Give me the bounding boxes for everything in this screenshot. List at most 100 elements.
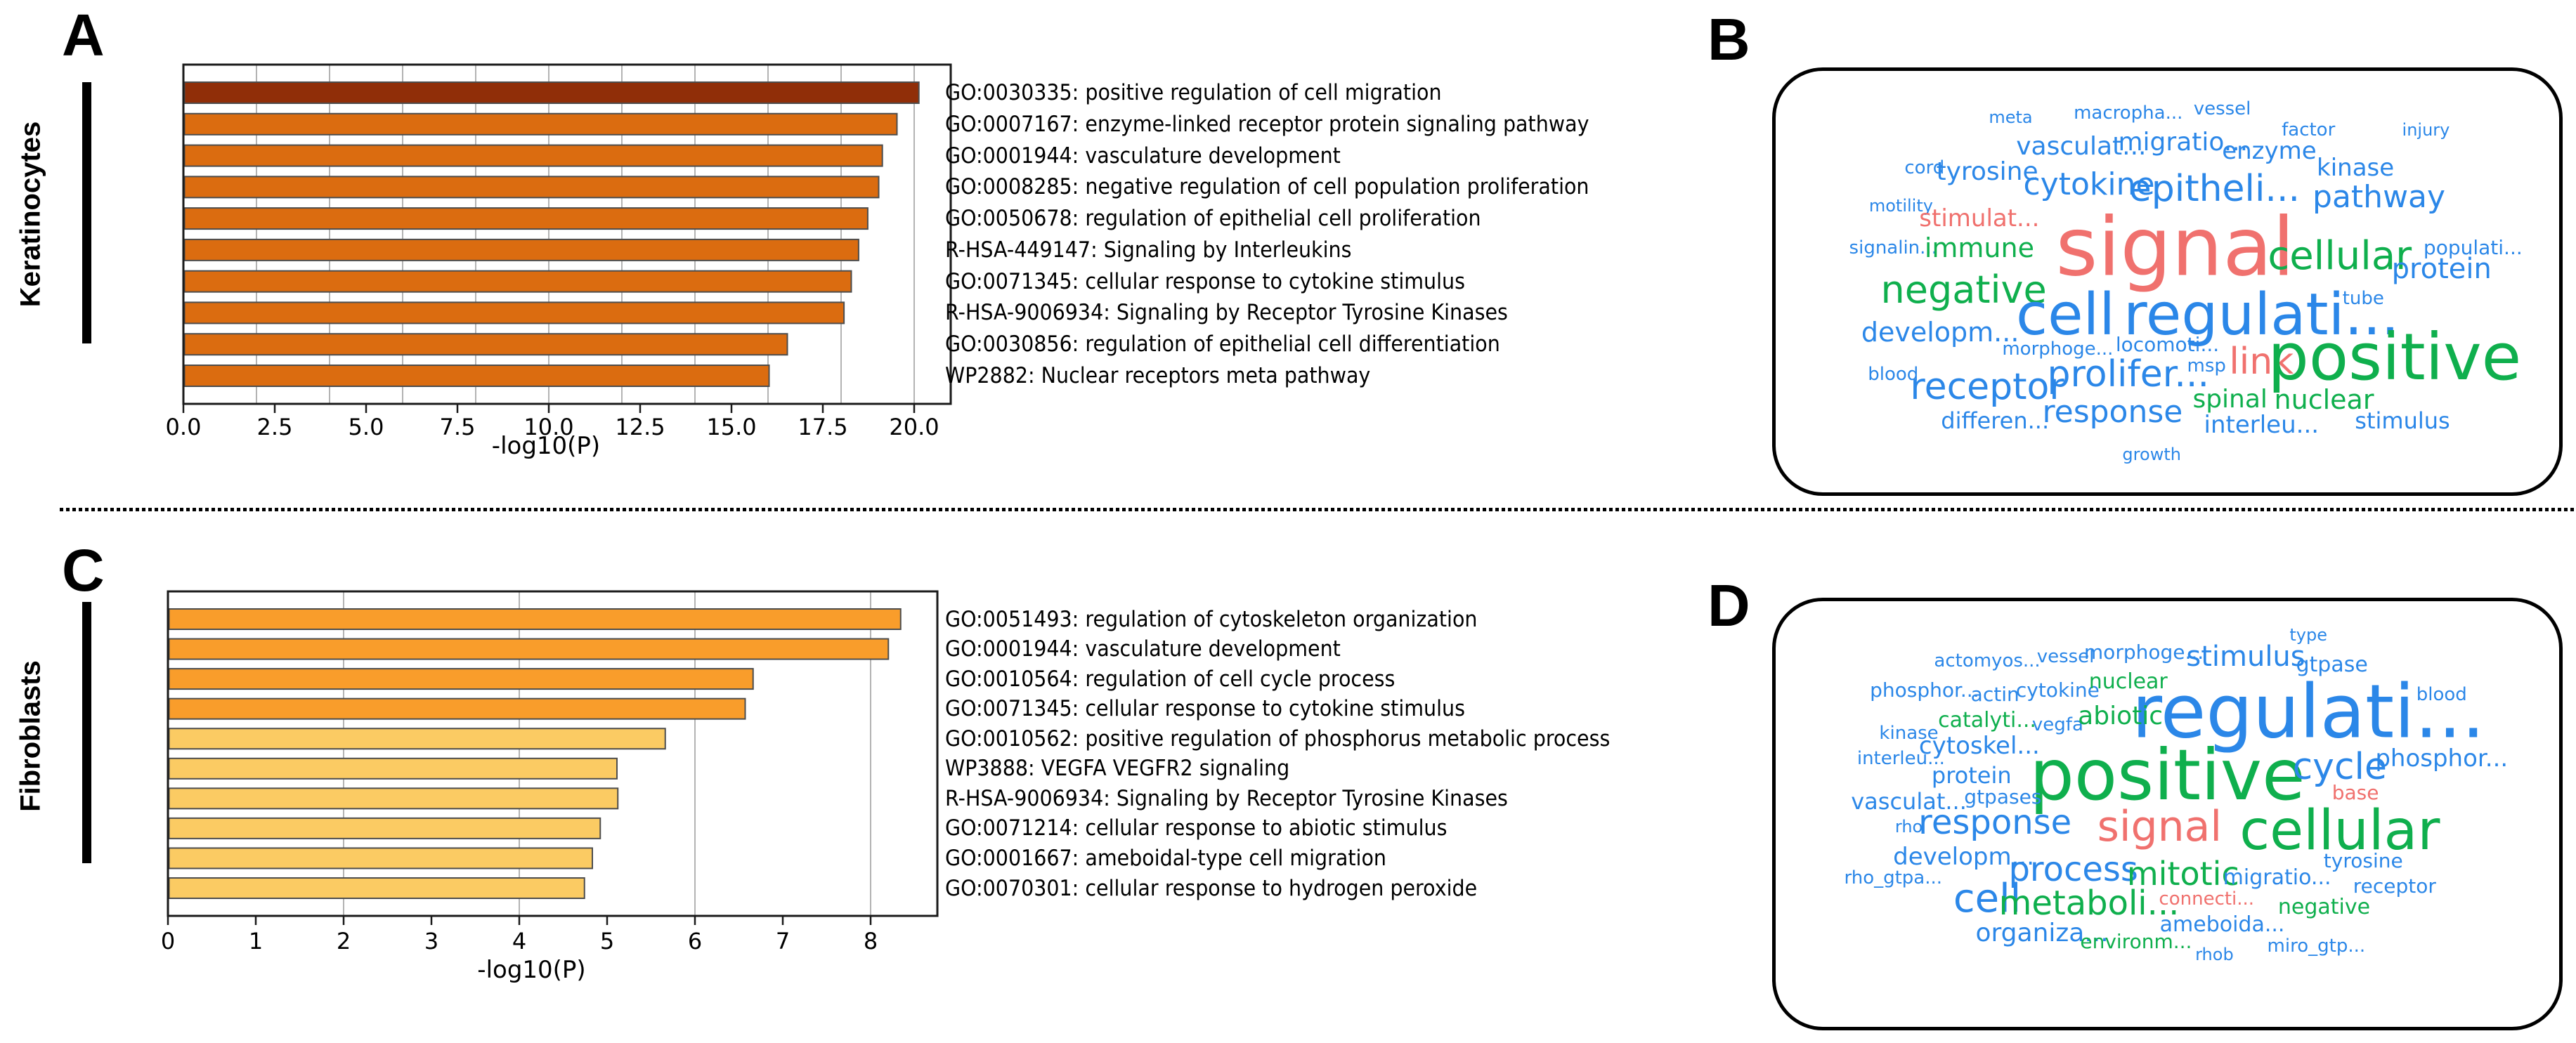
wordcloud-word: miro_gtp... bbox=[2267, 935, 2366, 957]
wordcloud-word: type bbox=[2289, 625, 2327, 645]
wordcloud-word: motility bbox=[1868, 196, 1933, 216]
wordcloud-word: process bbox=[2008, 849, 2138, 889]
wordcloud-word: cycle bbox=[2292, 746, 2387, 789]
wordcloud-word: response bbox=[1918, 803, 2072, 843]
wordcloud-word: mitotic bbox=[2126, 854, 2239, 893]
bar bbox=[183, 176, 880, 199]
wordcloud-word: metaboli... bbox=[1998, 884, 2180, 924]
wordcloud-word: vasculat... bbox=[2016, 132, 2147, 161]
bar bbox=[168, 877, 585, 899]
bar bbox=[168, 697, 746, 720]
wordcloud-word: interleu... bbox=[1856, 748, 1945, 770]
term-label: GO:0030335: positive regulation of cell … bbox=[945, 79, 1442, 105]
wordcloud-word: phosphor... bbox=[1870, 678, 1979, 702]
wordcloud-word: phosphor... bbox=[2375, 744, 2509, 773]
wordcloud-word: response bbox=[2042, 394, 2183, 430]
wordcloud-word: gtpase bbox=[2296, 652, 2368, 677]
wordcloud-word: spinal bbox=[2192, 385, 2268, 414]
wordcloud-word: receptor bbox=[1910, 366, 2064, 408]
wordcloud-word: epitheli... bbox=[2128, 168, 2301, 210]
axis-tick-label: 5.0 bbox=[349, 414, 384, 440]
wordcloud-word: abiotic bbox=[2078, 701, 2164, 730]
term-label: GO:0030856: regulation of epithelial cel… bbox=[945, 332, 1500, 357]
wordcloud-word: rhob bbox=[2195, 944, 2234, 964]
wordcloud-word: cytokine bbox=[2023, 166, 2155, 202]
wordcloud-word: catalyti... bbox=[1938, 707, 2036, 733]
wordcloud-word: rho_gtpa... bbox=[1844, 867, 1943, 888]
wordcloud-word: link bbox=[2229, 341, 2294, 383]
wordcloud-word: nuclear bbox=[2274, 384, 2374, 415]
wordcloud-word: regulati... bbox=[2131, 669, 2485, 755]
row-bracket-fibroblasts bbox=[82, 602, 91, 863]
axis-tick-label: 1 bbox=[249, 928, 263, 955]
axis-tick-label: 20.0 bbox=[889, 414, 939, 440]
wordcloud-word: developm... bbox=[1861, 317, 2019, 348]
wordcloud-word: enzyme bbox=[2222, 137, 2317, 165]
wordcloud-word: tube bbox=[2342, 288, 2384, 309]
wordcloud-word: blood bbox=[2416, 684, 2467, 706]
axis-tick-label: 0.0 bbox=[166, 414, 202, 440]
wordcloud-word: positive bbox=[2029, 734, 2305, 817]
wordcloud-word: differen... bbox=[1941, 407, 2050, 434]
axis-tick-label: 0 bbox=[161, 928, 175, 955]
row-divider bbox=[60, 508, 2576, 511]
bar bbox=[183, 333, 788, 356]
axis-tick-label: 10.0 bbox=[523, 414, 573, 440]
wordcloud-d-words: type actomyos... vessel morphoge... stimulus… bbox=[1776, 601, 2559, 1027]
wordcloud-word: migratio... bbox=[2223, 865, 2331, 890]
wordcloud-word: vessel bbox=[2036, 645, 2095, 667]
wordcloud-word: locomoti... bbox=[2115, 333, 2220, 356]
x-axis-label: -log10(P) bbox=[477, 956, 585, 984]
bar bbox=[183, 365, 770, 387]
axis-tick-label: 7 bbox=[776, 928, 790, 955]
wordcloud-word: developm... bbox=[1893, 842, 2035, 871]
wordcloud-word: ameboida... bbox=[2159, 912, 2285, 937]
plot-frame-overlay bbox=[167, 590, 939, 917]
bar bbox=[168, 787, 619, 810]
wordcloud-b-words: meta macropha... vessel factor vasculat... mi… bbox=[1776, 71, 2559, 492]
chart-A: 0.0 2.5 5.0 7.5 10.0 12.5 15.0 17.5 20.0 -log10(P… bbox=[166, 63, 952, 460]
term-label: WP2882: Nuclear receptors meta pathway bbox=[945, 362, 1371, 388]
wordcloud-word: actomyos... bbox=[1934, 650, 2041, 671]
bar bbox=[183, 238, 859, 261]
wordcloud-word: positive bbox=[2268, 320, 2522, 395]
wordcloud-word: signal bbox=[2097, 802, 2223, 852]
axis-tick-label: 17.5 bbox=[798, 414, 847, 440]
wordcloud-word: kinase bbox=[2317, 154, 2395, 182]
bar bbox=[168, 817, 601, 839]
wordcloud-b: meta macropha... vessel factor vasculat... mi… bbox=[1772, 67, 2563, 496]
wordcloud-word: stimulus bbox=[2186, 640, 2305, 673]
term-label: GO:0001944: vasculature development bbox=[945, 143, 1341, 169]
term-label: R-HSA-9006934: Signaling by Receptor Tyr… bbox=[945, 785, 1508, 811]
bar bbox=[183, 81, 920, 104]
wordcloud-word: cord bbox=[1904, 157, 1945, 178]
panel-letter-b: B bbox=[1707, 6, 1750, 72]
term-label: GO:0071214: cellular response to abiotic… bbox=[945, 815, 1448, 841]
term-label: GO:0007167: enzyme-linked receptor prote… bbox=[945, 111, 1589, 137]
term-label: R-HSA-449147: Signaling by Interleukins bbox=[945, 237, 1352, 263]
axis-tick-label: 3 bbox=[424, 928, 438, 955]
wordcloud-word: growth bbox=[2122, 445, 2181, 464]
wordcloud-word: rho bbox=[1894, 817, 1923, 837]
wordcloud-word: stimulat... bbox=[1919, 204, 2040, 232]
wordcloud-word: migratio... bbox=[2118, 128, 2249, 157]
bar bbox=[183, 207, 869, 230]
wordcloud-word: morphoge... bbox=[2002, 339, 2114, 360]
plot-frame-overlay bbox=[182, 63, 952, 405]
wordcloud-word: protein bbox=[2391, 253, 2492, 285]
wordcloud-word: msp bbox=[2187, 355, 2226, 376]
wordcloud-word: cell bbox=[2015, 282, 2116, 348]
wordcloud-word: protein bbox=[1931, 762, 2012, 789]
wordcloud-word: cellular bbox=[2268, 233, 2412, 279]
term-label: GO:0008285: negative regulation of cell … bbox=[945, 174, 1589, 200]
panel-letter-c: C bbox=[62, 537, 105, 603]
term-label: GO:0010564: regulation of cell cycle pro… bbox=[945, 666, 1396, 692]
wordcloud-word: kinase bbox=[1879, 722, 1939, 744]
panel-letter-a: A bbox=[62, 2, 105, 68]
wordcloud-word: cellular bbox=[2239, 799, 2440, 863]
axis-tick-label: 12.5 bbox=[615, 414, 665, 440]
axis-tick-label: 2.5 bbox=[257, 414, 293, 440]
wordcloud-word: negative bbox=[1880, 268, 2047, 312]
axis-tick-label: 6 bbox=[688, 928, 702, 955]
